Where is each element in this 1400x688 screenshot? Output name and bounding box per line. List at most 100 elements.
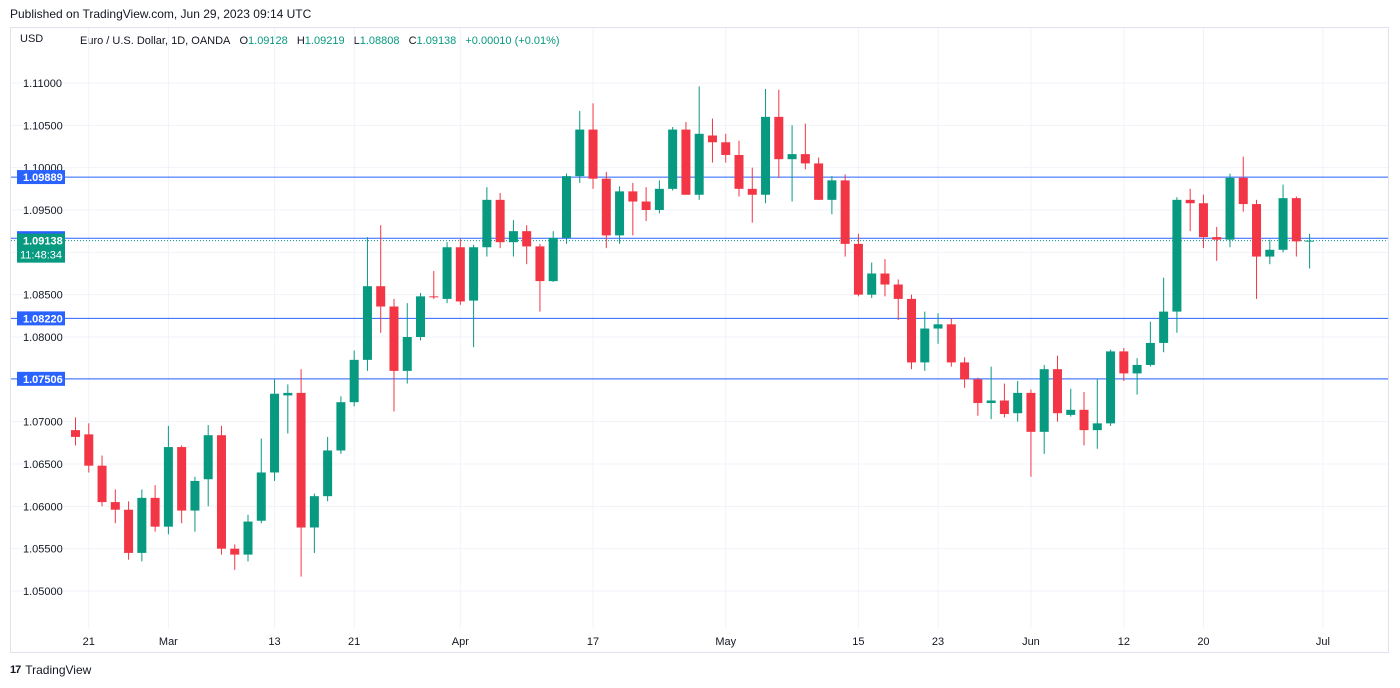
candle-body (920, 328, 930, 363)
candle-body (296, 392, 306, 528)
candle-body (97, 465, 107, 503)
candle-body (243, 521, 253, 555)
x-tick-label: May (715, 636, 736, 648)
candle (150, 485, 160, 532)
x-tick-label: 13 (268, 636, 280, 648)
candle (867, 262, 877, 299)
change-value: +0.00010 (+0.01%) (465, 35, 560, 47)
candle-body (177, 447, 187, 511)
candle (270, 379, 280, 481)
candle (1119, 348, 1129, 382)
candle (1212, 226, 1222, 261)
level-price-label: 1.09889 (23, 172, 63, 184)
candle (893, 279, 903, 321)
candle-body (588, 129, 598, 179)
candle (336, 396, 346, 454)
candle-body (840, 180, 850, 244)
candle (707, 118, 717, 163)
candles-group (71, 86, 1315, 577)
candle (960, 357, 970, 388)
candle-body (814, 163, 824, 200)
x-tick-label: Mar (159, 636, 178, 648)
candle-body (495, 199, 505, 243)
candle (721, 133, 731, 163)
candle-body (1039, 369, 1049, 432)
candle (243, 514, 253, 562)
candle-body (641, 201, 651, 210)
x-tick-label: 21 (348, 636, 360, 648)
candle (774, 89, 784, 178)
ohlc-legend: Euro / U.S. Dollar, 1D, OANDA O1.09128 H… (80, 35, 560, 47)
level-price-badge (17, 371, 65, 386)
candle-body (707, 135, 717, 143)
candle-body (747, 188, 757, 195)
candle (1278, 184, 1288, 253)
candle (761, 88, 771, 204)
candle (933, 313, 943, 344)
candle-body (71, 430, 80, 437)
candle (694, 86, 704, 200)
candle (588, 103, 598, 189)
candle-body (1052, 369, 1062, 414)
candle-body (508, 231, 518, 243)
candle (1225, 173, 1235, 248)
x-tick-label: Jun (1022, 636, 1040, 648)
candle-body (203, 435, 213, 480)
candle-body (416, 296, 426, 337)
candle-body (1026, 392, 1036, 432)
candle-body (787, 154, 797, 160)
y-tick-label: 1.06500 (23, 459, 63, 471)
candle (1305, 233, 1315, 269)
low-label: L (353, 35, 360, 47)
candle (71, 417, 80, 446)
x-tick-label: 17 (587, 636, 599, 648)
candle (561, 173, 571, 244)
candle (416, 292, 426, 341)
y-tick-label: 1.09500 (23, 205, 63, 217)
candle-body (1079, 409, 1089, 431)
tradingview-footer[interactable]: 17 TradingView (10, 663, 91, 677)
candle (880, 259, 890, 297)
candle (482, 187, 492, 257)
tradingview-logo-icon: 17 (10, 664, 21, 676)
candle-body (615, 191, 625, 236)
candle (840, 174, 850, 257)
candle (362, 237, 372, 371)
candle (163, 425, 173, 535)
y-tick-label: 1.08500 (23, 290, 63, 302)
candle (1265, 239, 1275, 265)
candle-body (522, 231, 532, 247)
open-label: O (239, 35, 249, 47)
candle (853, 233, 863, 297)
candle (1026, 389, 1036, 477)
candle-body (1132, 364, 1142, 374)
candle-body (270, 393, 280, 473)
candle-body (721, 142, 731, 155)
candle-body (1212, 237, 1222, 240)
y-tick-label: 1.11000 (23, 78, 62, 90)
x-tick-label: Apr (452, 636, 469, 648)
candle-body (761, 116, 771, 195)
candle-body (84, 434, 94, 466)
candle-body (482, 199, 492, 248)
symbol-title[interactable]: Euro / U.S. Dollar, 1D, OANDA (80, 35, 231, 47)
candle (309, 493, 319, 553)
candle (469, 244, 479, 348)
candle (1159, 277, 1169, 353)
candle-body (1172, 199, 1182, 312)
candle-body (283, 392, 293, 396)
candle (124, 501, 134, 560)
candle (296, 369, 306, 577)
candle-body (110, 502, 120, 510)
candle-body (376, 286, 386, 307)
chart-frame (10, 27, 1389, 653)
candle-body (1185, 199, 1195, 204)
candle (1172, 197, 1182, 333)
candle-body (535, 246, 545, 282)
candle (535, 243, 545, 312)
x-tick-label: Jul (1316, 636, 1330, 648)
candle (97, 455, 107, 507)
candle-body (1106, 351, 1116, 424)
candle-body (853, 243, 863, 295)
